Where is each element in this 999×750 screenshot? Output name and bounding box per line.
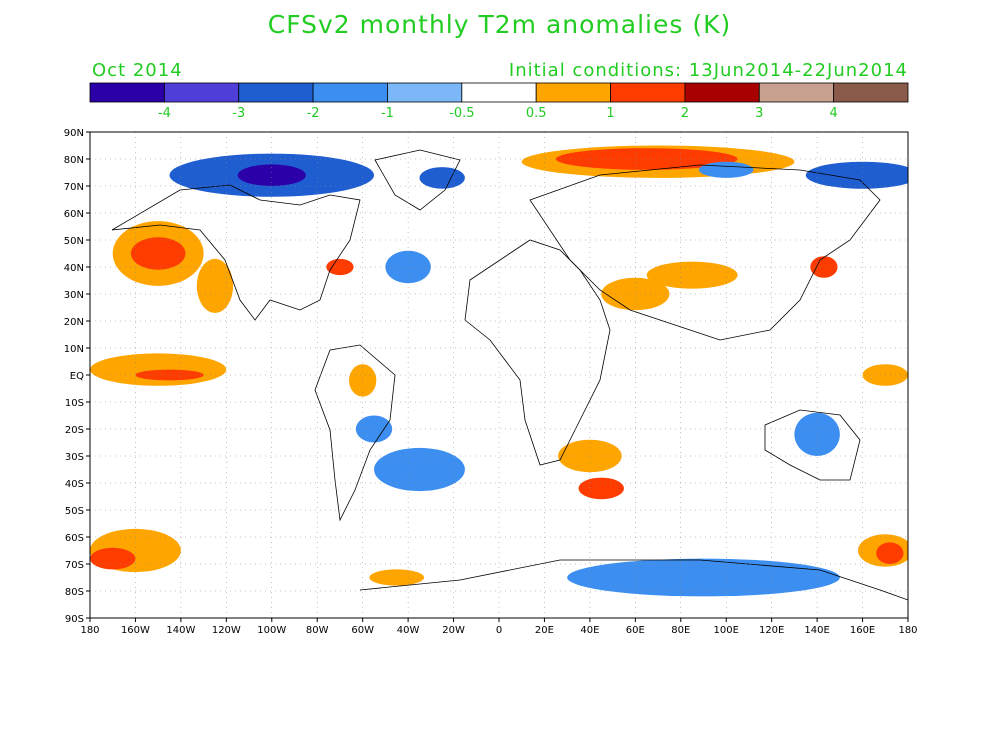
anomaly-australia-cold xyxy=(794,412,840,456)
anomaly-southern-ocean-core-east xyxy=(876,542,904,564)
colorbar xyxy=(89,82,909,103)
anomaly-california-warm xyxy=(196,258,234,313)
colorbar-label: 2 xyxy=(681,106,689,121)
lon-tick-label: 0 xyxy=(496,625,502,636)
lon-tick-label: 20E xyxy=(535,625,554,636)
lat-tick-label: 70S xyxy=(65,560,84,571)
lon-tick-label: 100W xyxy=(257,625,286,636)
lat-tick-label: 10N xyxy=(64,344,84,355)
anomaly-siberia-cold xyxy=(698,161,754,178)
colorbar-segment-6 xyxy=(535,82,611,103)
anomaly-asia-warm xyxy=(646,261,738,289)
lon-tick-label: 140W xyxy=(166,625,195,636)
anomaly-indian-ocean-warm xyxy=(558,439,622,473)
anomaly-south-atlantic-cold xyxy=(374,447,465,492)
colorbar-label: 1 xyxy=(606,106,614,121)
lat-tick-label: EQ xyxy=(70,371,84,382)
anomaly-weddell-warm xyxy=(369,569,425,586)
lon-tick-label: 180 xyxy=(898,625,917,636)
colorbar-segment-10 xyxy=(833,82,909,103)
colorbar-segment-3 xyxy=(312,82,388,103)
colorbar-segment-1 xyxy=(163,82,240,103)
lon-tick-label: 120E xyxy=(759,625,784,636)
lon-tick-label: 80W xyxy=(306,625,329,636)
coastline-australia xyxy=(764,409,861,481)
lat-tick-label: 60S xyxy=(65,533,84,544)
lon-tick-label: 60W xyxy=(351,625,374,636)
lon-tick-label: 120W xyxy=(212,625,241,636)
lat-tick-label: 40S xyxy=(65,479,84,490)
colorbar-label: 0.5 xyxy=(526,106,547,121)
colorbar-label: -4 xyxy=(158,106,171,121)
anomaly-east-siberian-cold xyxy=(805,161,908,189)
coastline-greenland xyxy=(374,149,461,211)
colorbar-labels: -4 -3 -2 -1 -0.5 0.5 1 2 3 4 xyxy=(158,106,838,121)
anomaly-us-east-warm xyxy=(326,258,354,276)
colorbar-segment-9 xyxy=(758,82,835,103)
lon-tick-label: 180 xyxy=(80,625,99,636)
anomaly-southern-ocean-core-west xyxy=(90,547,136,570)
colorbar-segment-0 xyxy=(89,82,165,103)
colorbar-label: -0.5 xyxy=(449,106,474,121)
coastline-asia xyxy=(529,164,881,341)
colorbar-segment-2 xyxy=(238,82,314,103)
lat-tick-label: 10S xyxy=(65,398,84,409)
lat-tick-label: 90N xyxy=(64,128,84,139)
colorbar-label: 3 xyxy=(755,106,763,121)
coastline-south-america xyxy=(314,344,396,522)
initial-conditions: Initial conditions: 13Jun2014-22Jun2014 xyxy=(508,60,908,81)
lon-tick-label: 40E xyxy=(580,625,599,636)
lat-tick-label: 40N xyxy=(64,263,84,274)
lon-tick-label: 160W xyxy=(121,625,150,636)
coastline-north-america xyxy=(111,184,361,321)
lat-tick-label: 20N xyxy=(64,317,84,328)
lon-tick-label: 100E xyxy=(714,625,739,636)
lat-tick-label: 80N xyxy=(64,155,84,166)
lat-tick-label: 80S xyxy=(65,587,84,598)
colorbar-label: -1 xyxy=(381,106,394,121)
lat-tick-label: 30N xyxy=(64,290,84,301)
lon-tick-label: 20W xyxy=(442,625,465,636)
colorbar-label: -2 xyxy=(307,106,320,121)
lon-tick-label: 80E xyxy=(671,625,690,636)
map-title: CFSv2 monthly T2m anomalies (K) xyxy=(267,10,732,39)
anomaly-ne-pacific-core xyxy=(130,237,186,270)
colorbar-segment-4 xyxy=(387,82,463,103)
lat-tick-label: 90S xyxy=(65,614,84,625)
latitude-labels: 90N 80N 70N 60N 50N 40N 30N 20N 10N EQ 10S 20S 30S 40… xyxy=(64,128,90,625)
lat-tick-label: 60N xyxy=(64,209,84,220)
coastlines xyxy=(111,149,908,601)
colorbar-segment-8 xyxy=(684,82,760,103)
anomaly-south-america-warm xyxy=(349,364,377,397)
lat-tick-label: 30S xyxy=(65,452,84,463)
lon-tick-label: 40W xyxy=(397,625,420,636)
anomaly-canada-arctic-core xyxy=(237,164,306,186)
colorbar-label: -3 xyxy=(232,106,245,121)
lat-tick-label: 50S xyxy=(65,506,84,517)
gridlines xyxy=(90,132,908,618)
coastline-antarctica xyxy=(359,559,908,601)
anomaly-brazil-cold xyxy=(355,415,393,443)
lon-tick-label: 160E xyxy=(850,625,875,636)
anomaly-eq-pacific-core xyxy=(135,369,204,381)
forecast-month: Oct 2014 xyxy=(92,60,183,81)
anomaly-japan-warm xyxy=(810,256,838,278)
lat-tick-label: 20S xyxy=(65,425,84,436)
colorbar-label: 4 xyxy=(829,106,837,121)
longitude-labels: 180 160W 140W 120W 100W 80W 60W 40W 20W 0 20E 40E 60… xyxy=(80,618,918,636)
anomaly-antarctica-cold xyxy=(567,558,840,597)
lon-tick-label: 60E xyxy=(626,625,645,636)
anomaly-eq-pacific-warm xyxy=(90,353,227,386)
coastline-europe-africa xyxy=(464,239,611,466)
lat-tick-label: 70N xyxy=(64,182,84,193)
lat-tick-label: 50N xyxy=(64,236,84,247)
anomaly-southern-africa-warm xyxy=(578,477,624,500)
anomaly-arctic-siberia-core xyxy=(555,148,738,170)
anomaly-greenland-cold xyxy=(419,167,465,189)
colorbar-segment-5 xyxy=(461,82,537,103)
lon-tick-label: 140E xyxy=(804,625,829,636)
colorbar-segment-7 xyxy=(610,82,686,103)
